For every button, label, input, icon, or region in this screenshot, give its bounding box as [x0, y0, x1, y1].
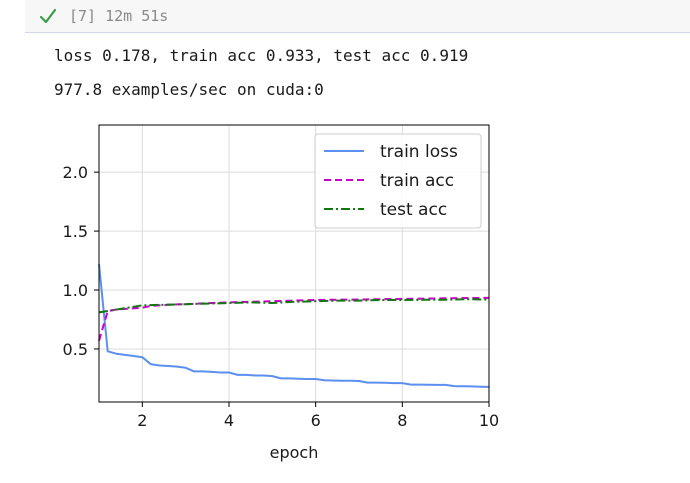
execution-info: [7] 12m 51s [69, 6, 168, 26]
x-tick-label: 8 [397, 411, 407, 430]
legend-label: train loss [380, 142, 458, 162]
x-axis-label: epoch [270, 443, 319, 462]
x-tick-label: 2 [137, 411, 147, 430]
y-tick-label: 2.0 [63, 163, 88, 182]
series-line-train-acc [98, 296, 490, 341]
legend-label: test acc [380, 200, 447, 220]
legend-label: train acc [380, 171, 454, 191]
legend-box [314, 133, 482, 229]
chart-series [98, 264, 490, 388]
series-line-test-acc [98, 298, 490, 314]
check-icon [39, 8, 57, 24]
output-throughput-line: 977.8 examples/sec on cuda:0 [54, 80, 324, 99]
execution-count: [7] [69, 7, 97, 25]
x-tick-label: 6 [311, 411, 321, 430]
series-line-train-loss [98, 264, 490, 388]
plot-frame [98, 124, 490, 403]
y-tick-label: 1.5 [63, 222, 88, 241]
chart-ticks: 2 4 6 8 10 0.5 1.0 1.5 2.0 [63, 163, 500, 430]
cell-status-bar: [7] 12m 51s [25, 0, 690, 33]
x-tick-label: 4 [224, 411, 234, 430]
chart-legend: train loss train acc test acc [314, 133, 482, 229]
output-metrics-line: loss 0.178, train acc 0.933, test acc 0.… [54, 46, 469, 65]
x-tick-label: 10 [479, 411, 499, 430]
y-tick-label: 1.0 [63, 281, 88, 300]
elapsed-time: 12m 51s [105, 7, 169, 25]
y-tick-label: 0.5 [63, 340, 88, 359]
